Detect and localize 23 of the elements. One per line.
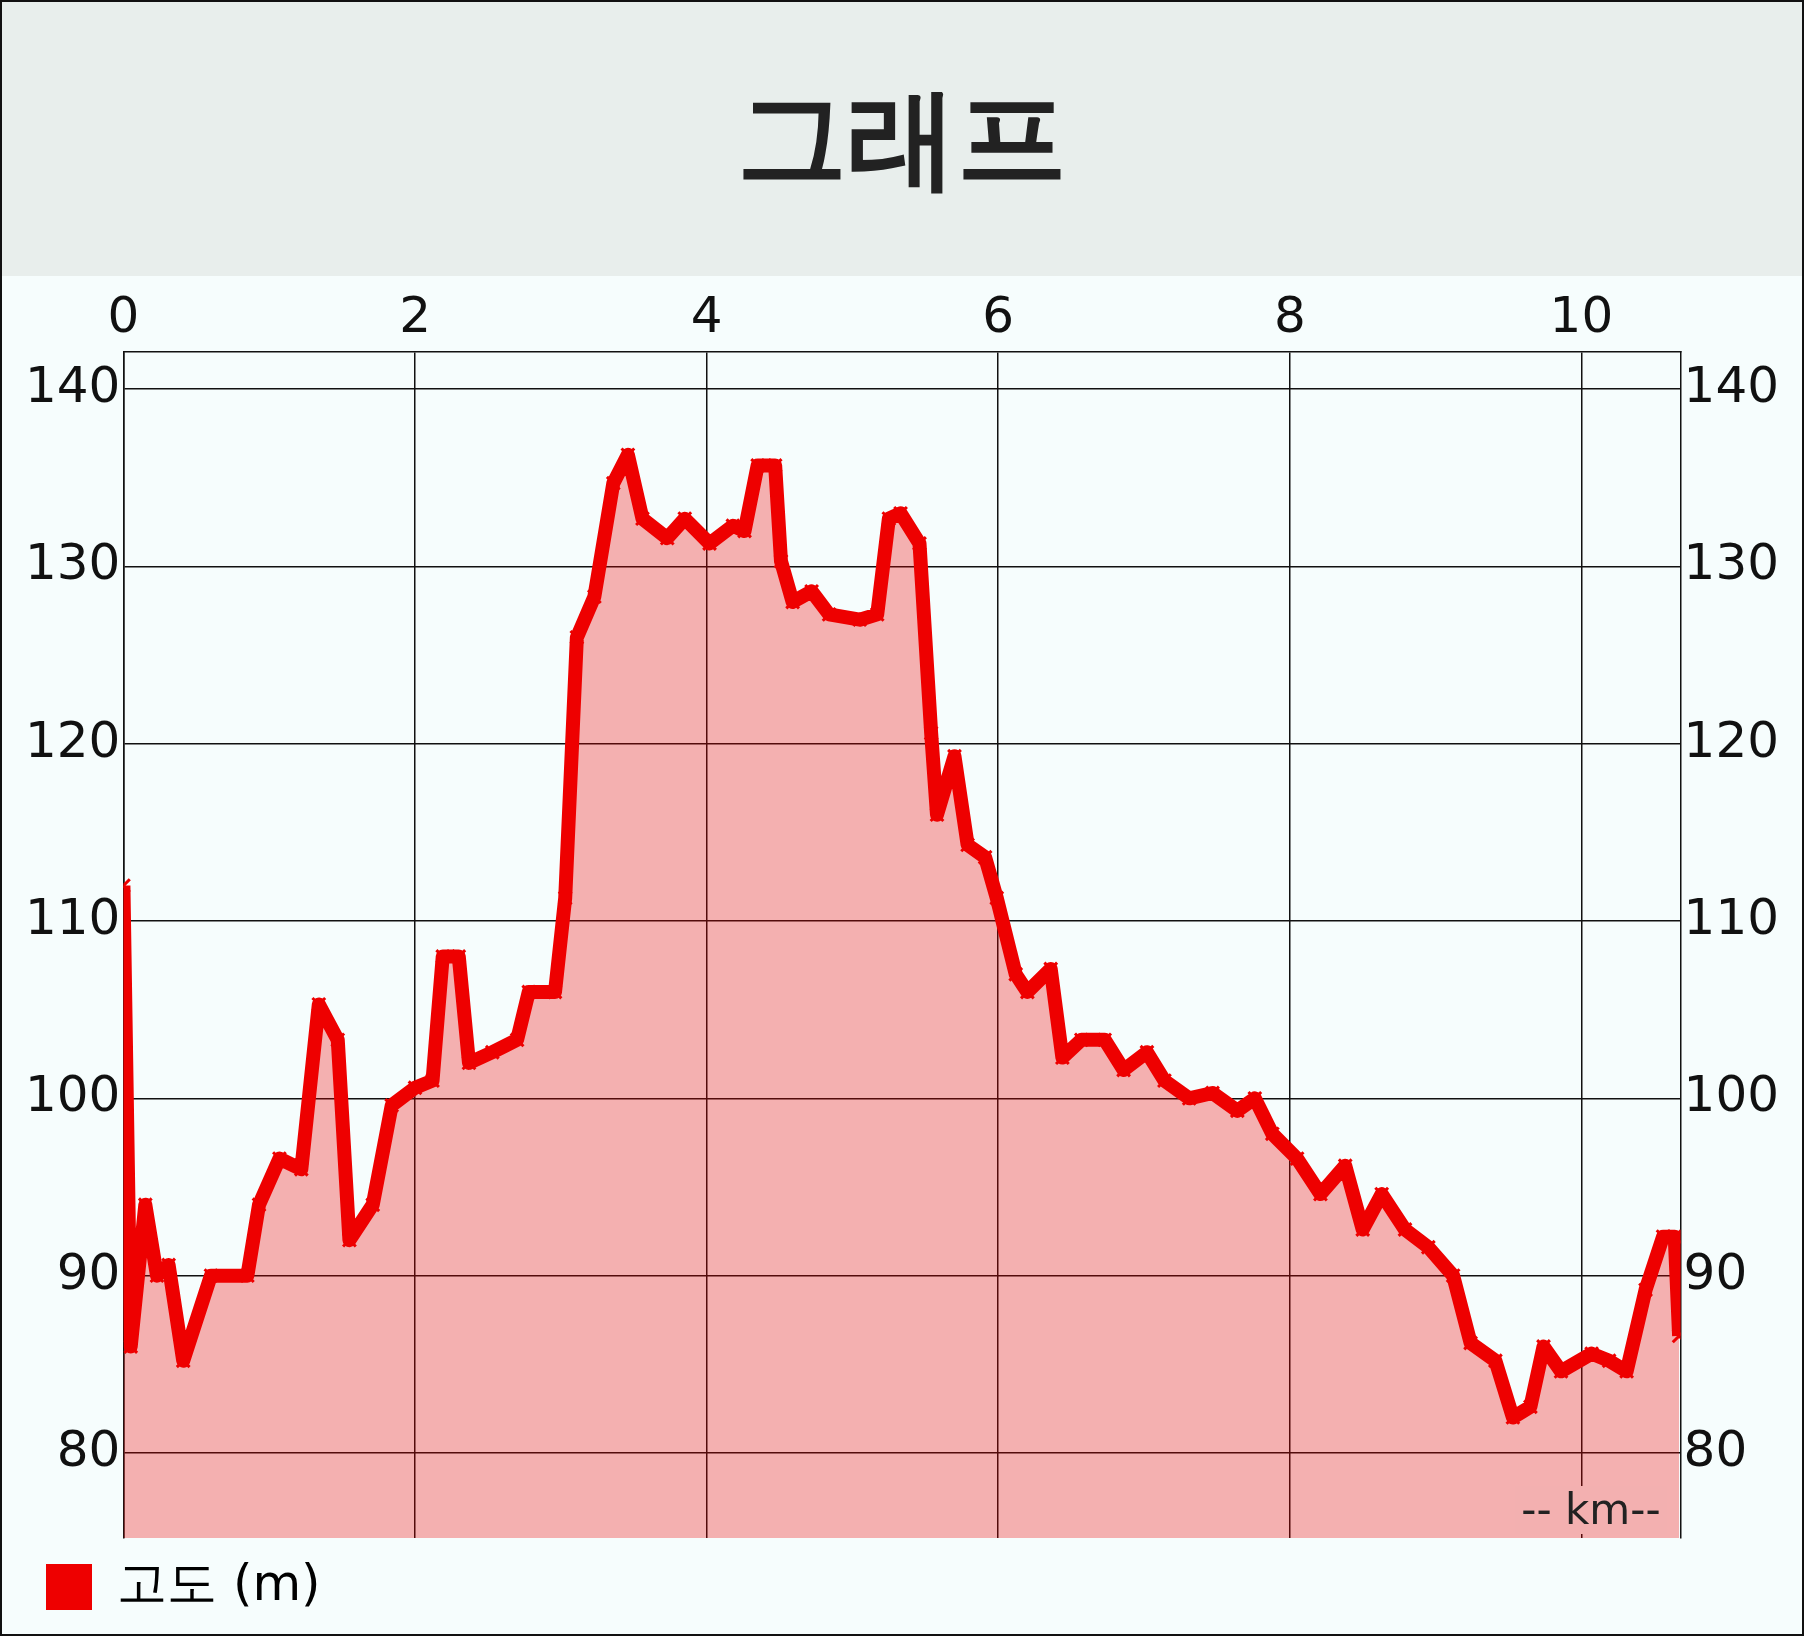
y2-tick-label: 80 [1683, 1419, 1748, 1478]
y-tick-label: 90 [56, 1242, 121, 1301]
annotation: -- km-- [1521, 1484, 1661, 1534]
chart-title: 그래프 [2, 2, 1802, 276]
y2-tick-label: 140 [1683, 356, 1779, 415]
x-tick-label: 10 [1549, 285, 1614, 344]
y2-tick-label: 90 [1683, 1242, 1748, 1301]
y-tick-label: 120 [25, 710, 121, 769]
x-tick-label: 8 [1273, 285, 1306, 344]
y2-tick-label: 120 [1683, 710, 1779, 769]
x-tick-label: 4 [690, 285, 723, 344]
y2-tick-label: 110 [1683, 888, 1779, 947]
y-tick-label: 80 [56, 1419, 121, 1478]
y2-tick-label: 130 [1683, 533, 1779, 592]
y2-tick-label: 100 [1683, 1065, 1779, 1124]
y-tick-label: 110 [25, 888, 121, 947]
x-tick-label: 0 [107, 285, 140, 344]
x-tick-label: 6 [982, 285, 1015, 344]
x-tick-label: 2 [399, 285, 431, 344]
y-tick-label: 130 [25, 533, 121, 592]
legend-label: 고도 (m) [117, 1553, 321, 1612]
y-tick-label: 140 [25, 356, 121, 415]
y-tick-label: 100 [25, 1065, 121, 1124]
